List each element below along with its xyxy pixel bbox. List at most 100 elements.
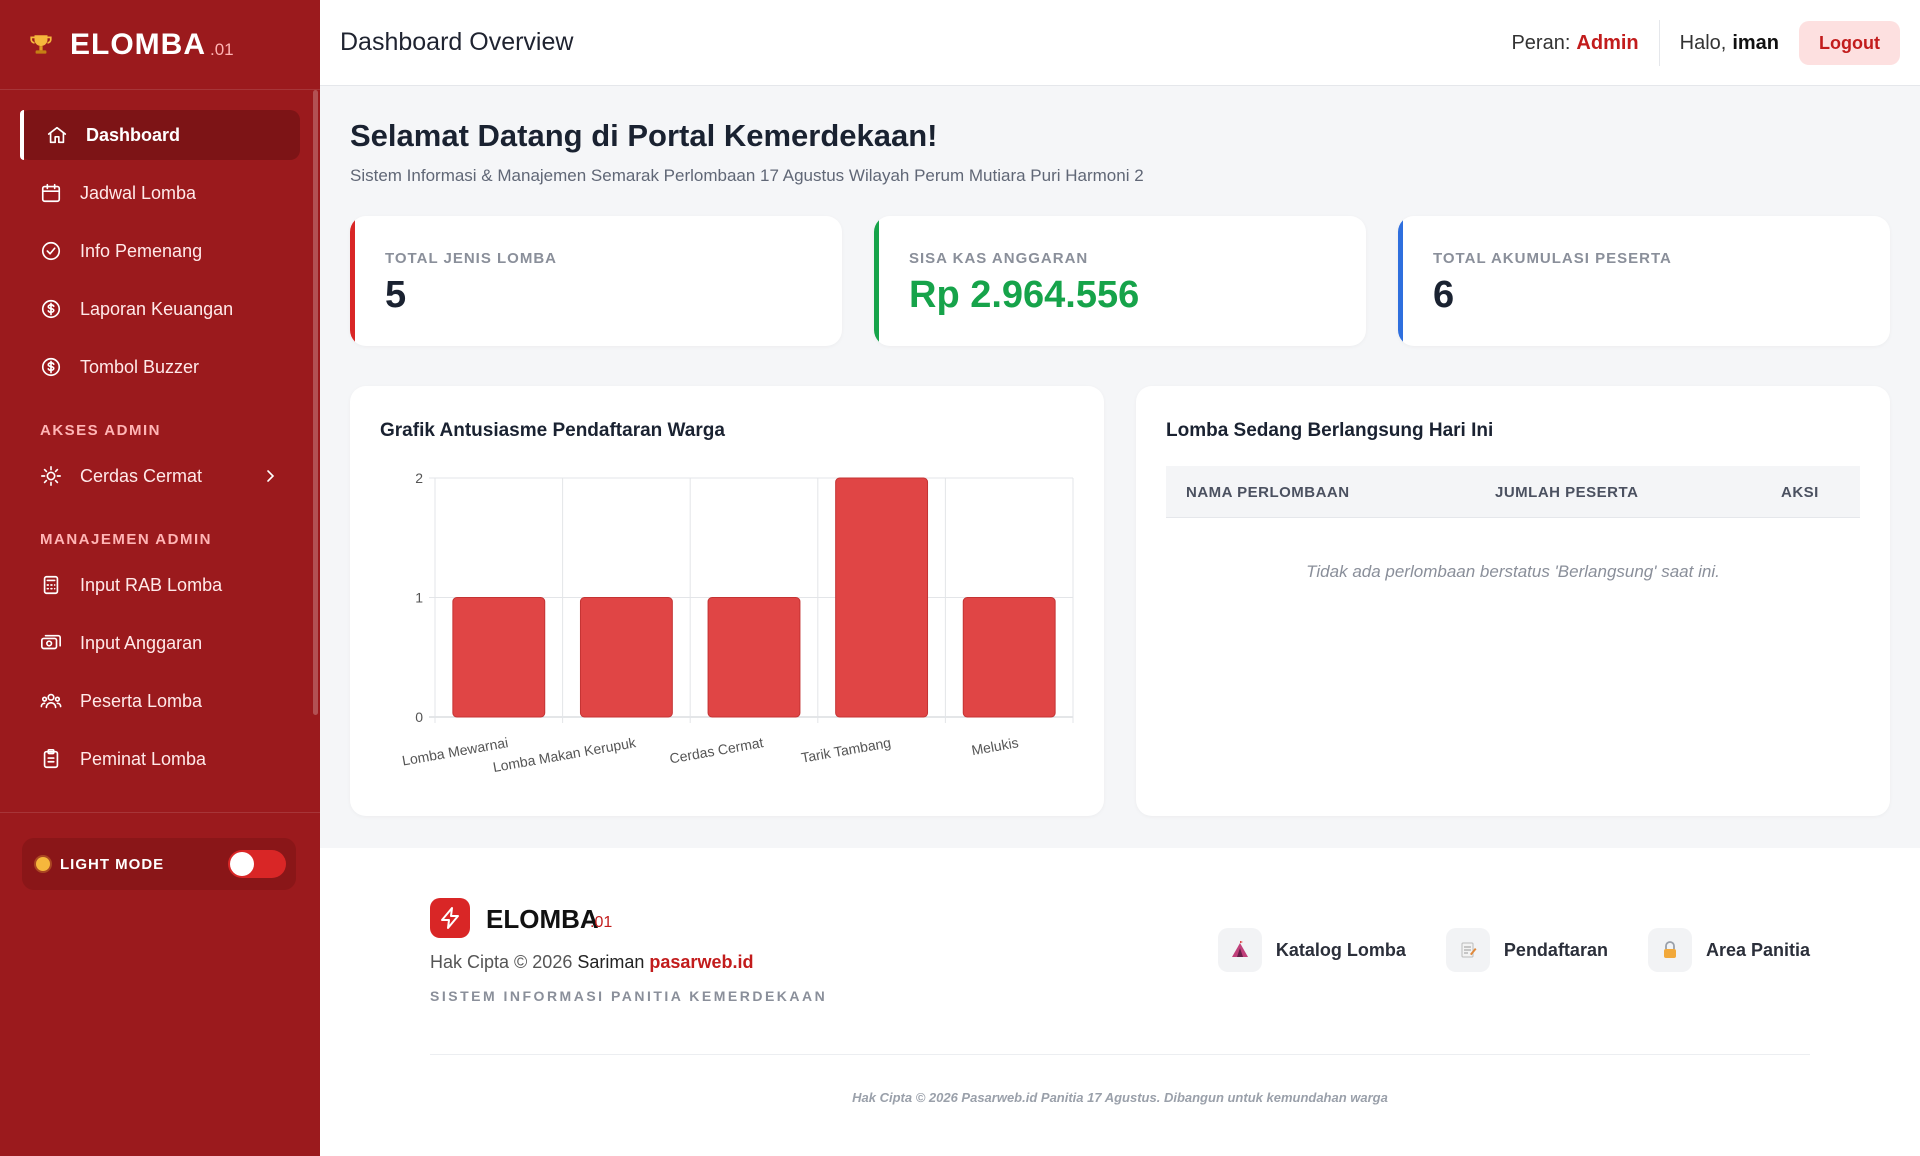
sidebar-item-dashboard[interactable]: Dashboard [20, 110, 300, 160]
stat-value: 5 [385, 274, 407, 316]
sidebar-item-peminat-lomba[interactable]: Peminat Lomba [20, 734, 300, 784]
stat-label: TOTAL JENIS LOMBA [385, 250, 558, 267]
footer-logo[interactable] [430, 898, 470, 938]
stat-value: 6 [1433, 274, 1455, 316]
stat-value: Rp 2.964.556 [909, 274, 1140, 316]
bar-melukis [962, 597, 1056, 718]
chart-card: Grafik Antusiasme Pendaftaran Warga 0 1 2 L… [350, 386, 1104, 816]
greeting: Halo, iman [1660, 20, 1799, 66]
sidebar-item-input-rab-lomba[interactable]: Input RAB Lomba [20, 560, 300, 610]
user-name: iman [1732, 31, 1780, 54]
sidebar-item-cerdas-cermat[interactable]: Cerdas Cermat [20, 451, 300, 501]
sidebar-item-peserta-lomba[interactable]: Peserta Lomba [20, 676, 300, 726]
stat-label: SISA KAS ANGGARAN [909, 250, 1089, 267]
footer-copyright: Hak Cipta © 2026 Sariman pasarweb.id [430, 952, 753, 973]
greeting-prefix: Halo, [1679, 31, 1727, 54]
sidebar-item-label: Dashboard [86, 124, 181, 145]
footer-divider [430, 1054, 1810, 1055]
sidebar-item-label: Laporan Keuangan [80, 298, 234, 319]
copyright-prefix: Hak Cipta © 2026 [430, 952, 573, 972]
footer-bottom-text: Hak Cipta © 2026 Pasarweb.id Panitia 17 … [852, 1090, 1388, 1105]
copyright-owner: Sariman [577, 952, 645, 972]
role-indicator: Peran: Admin [1511, 20, 1660, 66]
footer-link-area-panitia[interactable]: Area Panitia [1647, 928, 1810, 972]
footer-link-katalog-lomba[interactable]: Katalog Lomba [1217, 928, 1406, 972]
x-tick-label: Lomba Makan Kerupuk [492, 734, 638, 775]
trophy-icon [30, 34, 52, 54]
sidebar-item-info-pemenang[interactable]: Info Pemenang [20, 226, 300, 276]
footer-link-icon-wrap [1647, 928, 1692, 972]
sidebar-nav: Dashboard Jadwal Lomba Info Pemenang Lap… [0, 90, 320, 784]
sidebar-item-label: Tombol Buzzer [80, 356, 200, 377]
brand-version: .01 [210, 39, 234, 59]
sidebar-item-label: Input Anggaran [80, 632, 203, 653]
column-header[interactable]: JUMLAH PESERTA [1495, 484, 1639, 501]
chart-title: Grafik Antusiasme Pendaftaran Warga [380, 420, 725, 441]
footer-link-pendaftaran[interactable]: Pendaftaran [1445, 928, 1608, 972]
sidebar-item-label: Cerdas Cermat [80, 465, 203, 486]
sidebar-scrollbar[interactable] [313, 90, 318, 715]
theme-mode-label: LIGHT MODE [60, 855, 165, 873]
stats-row: TOTAL JENIS LOMBA 5 SISA KAS ANGGARAN Rp… [350, 216, 1890, 346]
lightning-icon [441, 907, 459, 929]
header-user-area: Peran: Admin Halo, iman Logout [1511, 20, 1900, 66]
y-tick-label: 2 [415, 470, 423, 486]
lock-icon [1663, 941, 1676, 958]
copyright-site-link[interactable]: pasarweb.id [649, 952, 754, 972]
stat-card-sisa-kas: SISA KAS ANGGARAN Rp 2.964.556 [874, 216, 1366, 346]
dollar-circle-icon [41, 299, 61, 319]
footer: ELOMBA .01 Hak Cipta © 2026 Sariman pasa… [320, 848, 1920, 1156]
live-competitions-card: Lomba Sedang Berlangsung Hari Ini NAMA P… [1136, 386, 1890, 816]
live-title: Lomba Sedang Berlangsung Hari Ini [1166, 420, 1494, 441]
memo-icon [1461, 942, 1477, 958]
sidebar-item-label: Input RAB Lomba [80, 574, 223, 595]
scrollbar-thumb[interactable] [313, 90, 318, 715]
calendar-icon [41, 183, 61, 203]
bar-lomba-makan-kerupuk [579, 597, 673, 718]
sidebar-item-tombol-buzzer[interactable]: Tombol Buzzer [20, 342, 300, 392]
chevron-right-icon [267, 470, 275, 482]
footer-link-label: Katalog Lomba [1275, 939, 1406, 960]
footer-link-icon-wrap [1217, 928, 1262, 972]
stat-card-total-peserta: TOTAL AKUMULASI PESERTA 6 [1398, 216, 1890, 346]
bar-cerdas-cermat [707, 597, 801, 718]
clipboard-icon [43, 749, 59, 769]
section-manajemen-admin: MANAJEMEN ADMIN [40, 531, 212, 548]
sidebar-item-label: Peminat Lomba [80, 748, 207, 769]
sidebar-divider [0, 812, 320, 813]
footer-brand-version: .01 [590, 914, 613, 931]
footer-link-icon-wrap [1445, 928, 1490, 972]
sidebar-item-jadwal-lomba[interactable]: Jadwal Lomba [20, 168, 300, 218]
dollar-circle-icon [41, 357, 61, 377]
top-header: Dashboard Overview Peran: Admin Halo, im… [320, 0, 1920, 86]
sidebar-item-input-anggaran[interactable]: Input Anggaran [20, 618, 300, 668]
sun-icon [36, 857, 50, 871]
toggle-knob [230, 852, 254, 876]
sidebar: ELOMBA .01 Dashboard Jadwal Lomba Info P… [0, 0, 320, 1156]
welcome-title: Selamat Datang di Portal Kemerdekaan! [350, 118, 938, 153]
theme-toggle[interactable] [228, 850, 286, 878]
column-header[interactable]: AKSI [1781, 484, 1819, 501]
calculator-icon [43, 575, 59, 595]
logout-button[interactable]: Logout [1799, 21, 1900, 65]
money-icon [41, 634, 61, 650]
bar-lomba-mewarnai [452, 597, 546, 718]
users-icon [40, 693, 62, 709]
stat-card-total-jenis-lomba: TOTAL JENIS LOMBA 5 [350, 216, 842, 346]
role-value: Admin [1576, 31, 1639, 54]
sidebar-item-label: Info Pemenang [80, 240, 203, 261]
y-tick-label: 1 [415, 590, 423, 606]
brand-name: ELOMBA [70, 27, 206, 61]
x-tick-label: Cerdas Cermat [668, 734, 764, 766]
main-content: Selamat Datang di Portal Kemerdekaan! Si… [350, 86, 1890, 816]
home-icon [47, 126, 67, 144]
column-header[interactable]: NAMA PERLOMBAAN [1186, 484, 1350, 501]
y-tick-label: 0 [415, 709, 423, 725]
check-circle-icon [41, 241, 61, 261]
tent-icon [1231, 941, 1248, 957]
theme-mode-switch: LIGHT MODE [22, 838, 296, 890]
bar-tarik-tambang [835, 477, 929, 718]
sidebar-item-laporan-keuangan[interactable]: Laporan Keuangan [20, 284, 300, 334]
brand[interactable]: ELOMBA .01 [0, 0, 320, 90]
role-prefix: Peran: [1511, 31, 1571, 54]
